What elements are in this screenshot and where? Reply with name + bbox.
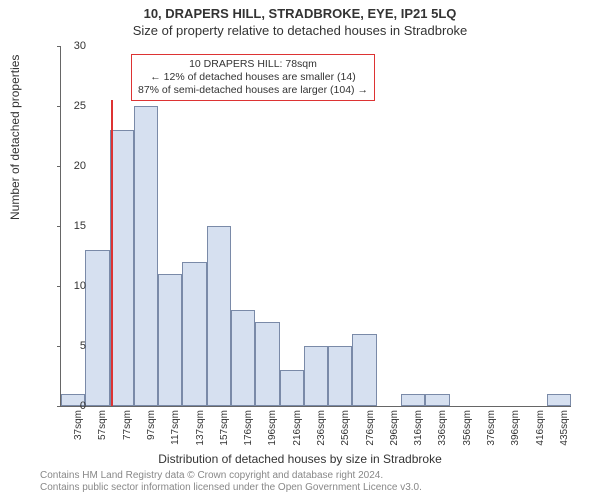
- footer-line: Contains public sector information licen…: [40, 482, 422, 494]
- y-tick-mark: [57, 46, 61, 47]
- histogram-bar: [280, 370, 304, 406]
- x-tick-label: 336sqm: [437, 410, 448, 450]
- y-tick-label: 30: [74, 40, 86, 52]
- histogram-bar: [304, 346, 328, 406]
- callout-line: ← 12% of detached houses are smaller (14…: [138, 71, 368, 84]
- y-tick-label: 5: [80, 340, 86, 352]
- x-tick-label: 196sqm: [267, 410, 278, 450]
- x-tick-label: 117sqm: [170, 410, 181, 450]
- x-tick-label: 137sqm: [195, 410, 206, 450]
- x-tick-label: 57sqm: [97, 410, 108, 450]
- page-title: 10, DRAPERS HILL, STRADBROKE, EYE, IP21 …: [0, 0, 600, 21]
- histogram-bar: [255, 322, 279, 406]
- histogram-bar: [134, 106, 158, 406]
- y-tick-mark: [57, 346, 61, 347]
- x-tick-label: 376sqm: [486, 410, 497, 450]
- histogram-bar: [207, 226, 231, 406]
- x-tick-label: 396sqm: [510, 410, 521, 450]
- y-tick-label: 0: [80, 400, 86, 412]
- x-tick-label: 316sqm: [413, 410, 424, 450]
- histogram-bar: [328, 346, 352, 406]
- histogram-bar: [110, 130, 134, 406]
- callout-line: 10 DRAPERS HILL: 78sqm: [138, 58, 368, 71]
- histogram-bar: [182, 262, 206, 406]
- histogram-bar: [547, 394, 571, 406]
- x-tick-label: 416sqm: [535, 410, 546, 450]
- histogram-bar: [401, 394, 425, 406]
- histogram-bar: [158, 274, 182, 406]
- y-tick-mark: [57, 166, 61, 167]
- x-tick-label: 296sqm: [389, 410, 400, 450]
- x-tick-label: 236sqm: [316, 410, 327, 450]
- page-subtitle: Size of property relative to detached ho…: [0, 21, 600, 38]
- x-tick-label: 256sqm: [340, 410, 351, 450]
- y-tick-label: 10: [74, 280, 86, 292]
- x-tick-label: 77sqm: [122, 410, 133, 450]
- y-tick-mark: [57, 406, 61, 407]
- y-tick-label: 15: [74, 220, 86, 232]
- x-tick-label: 97sqm: [146, 410, 157, 450]
- footer-line: Contains HM Land Registry data © Crown c…: [40, 470, 422, 482]
- y-tick-mark: [57, 226, 61, 227]
- y-tick-mark: [57, 286, 61, 287]
- histogram-bar: [352, 334, 376, 406]
- y-tick-label: 25: [74, 100, 86, 112]
- x-tick-label: 176sqm: [243, 410, 254, 450]
- y-axis-label: Number of detached properties: [8, 55, 22, 220]
- histogram-bar: [425, 394, 449, 406]
- x-tick-label: 356sqm: [462, 410, 473, 450]
- footer-attribution: Contains HM Land Registry data © Crown c…: [40, 470, 422, 494]
- x-tick-label: 157sqm: [219, 410, 230, 450]
- callout-box: 10 DRAPERS HILL: 78sqm← 12% of detached …: [131, 54, 375, 101]
- histogram-bar: [85, 250, 109, 406]
- x-axis-label: Distribution of detached houses by size …: [0, 452, 600, 466]
- x-tick-label: 276sqm: [365, 410, 376, 450]
- x-tick-label: 37sqm: [73, 410, 84, 450]
- y-tick-label: 20: [74, 160, 86, 172]
- x-tick-label: 435sqm: [559, 410, 570, 450]
- histogram-bar: [231, 310, 255, 406]
- x-tick-label: 216sqm: [292, 410, 303, 450]
- property-marker-line: [111, 100, 113, 406]
- callout-line: 87% of semi-detached houses are larger (…: [138, 84, 368, 97]
- plot-region: 37sqm57sqm77sqm97sqm117sqm137sqm157sqm17…: [60, 46, 571, 407]
- chart-container: 10, DRAPERS HILL, STRADBROKE, EYE, IP21 …: [0, 0, 600, 500]
- chart-area: 37sqm57sqm77sqm97sqm117sqm137sqm157sqm17…: [60, 46, 570, 406]
- y-tick-mark: [57, 106, 61, 107]
